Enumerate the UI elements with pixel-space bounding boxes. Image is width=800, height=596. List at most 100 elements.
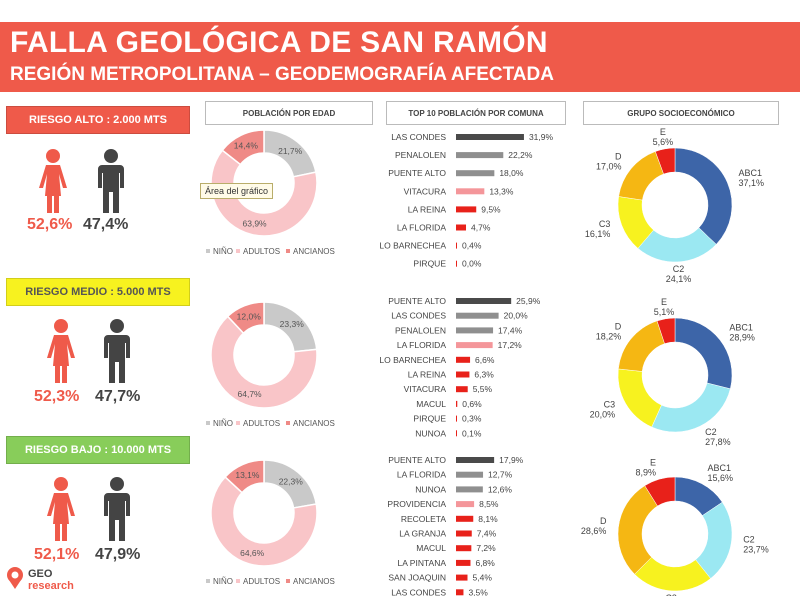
comuna-bar-chart-bajo: PUENTE ALTO 17,9% LA FLORIDA 12,7% NUNOA 12,6… — [387, 455, 523, 596]
bar-category-providencia: PROVIDENCIA — [387, 499, 446, 509]
slice-adultos — [210, 149, 318, 237]
bar-value-nunoa: 0,1% — [462, 428, 482, 438]
legend-label-ancianos: ANCIANOS — [293, 577, 335, 586]
slice-e — [644, 476, 676, 507]
slice-label-c3: 16,1% — [585, 229, 611, 239]
bar-value-lo-barnechea: 0,4% — [462, 241, 482, 251]
section-header-top10: TOP 10 POBLACIÓN POR COMUNA — [386, 101, 566, 125]
male-icon — [104, 477, 130, 541]
geo-research-logo: GEO research — [6, 566, 74, 595]
bar-category-la-reina: LA REINA — [408, 204, 447, 214]
slice-label-nino: 21,7% — [278, 146, 303, 156]
male-icon — [104, 319, 130, 383]
legend-label-adultos: ADULTOS — [243, 577, 280, 586]
bar-lo-barnechea — [456, 242, 457, 249]
slice-name-e: E — [661, 297, 667, 307]
bar-value-las-condes: 31,9% — [529, 132, 554, 142]
bar-penalolen — [456, 152, 504, 159]
slice-name-e: E — [650, 458, 656, 468]
bar-la-reina — [456, 206, 477, 213]
bar-category-puente-alto: PUENTE ALTO — [388, 455, 446, 465]
slice-name-c2: C2 — [743, 534, 755, 544]
bar-value-la-florida: 12,7% — [488, 470, 513, 480]
page-subtitle: REGIÓN METROPOLITANA – GEODEMOGRAFÍA AFE… — [10, 64, 554, 85]
slice-label-abc1: 37,1% — [738, 178, 764, 188]
bar-category-san-joaquin: SAN JOAQUIN — [388, 573, 446, 583]
bar-macul — [456, 400, 458, 407]
slice-c2 — [651, 382, 731, 433]
bar-san-joaquin — [456, 574, 468, 581]
bar-la-pintana — [456, 559, 471, 566]
slice-label-adultos: 64,6% — [240, 548, 265, 558]
bar-providencia — [456, 501, 475, 508]
bar-category-vitacura: VITACURA — [404, 384, 447, 394]
bar-value-vitacura: 5,5% — [473, 384, 493, 394]
bar-la-granja — [456, 530, 472, 537]
bar-las-condes — [456, 589, 464, 596]
slice-label-ancianos: 12,0% — [237, 311, 262, 321]
bar-category-las-condes: LAS CONDES — [391, 132, 446, 142]
bar-value-nunoa: 12,6% — [488, 484, 513, 494]
bar-value-vitacura: 13,3% — [489, 186, 514, 196]
slice-label-c3: 20,0% — [590, 409, 616, 419]
bar-value-las-condes: 3,5% — [468, 587, 488, 596]
bar-value-pirque: 0,0% — [462, 259, 482, 269]
legend-swatch-ancianos — [286, 421, 290, 425]
bar-nunoa — [456, 486, 483, 493]
logo-text-geo: GEO — [28, 568, 53, 580]
bar-value-la-florida: 17,2% — [498, 340, 523, 350]
bar-category-nunoa: NUNOA — [415, 428, 446, 438]
bar-la-florida — [456, 471, 484, 478]
bar-la-florida — [456, 224, 467, 231]
slice-adultos — [210, 315, 318, 409]
chart-area-tooltip: Área del gráfico — [200, 183, 274, 199]
bar-category-lo-barnechea: LO BARNECHEA — [379, 241, 446, 251]
bar-category-penalolen: PENALOLEN — [395, 150, 446, 160]
bar-category-la-granja: LA GRANJA — [399, 529, 446, 539]
bar-lo-barnechea — [456, 356, 471, 363]
legend-label-adultos: ADULTOS — [243, 247, 280, 256]
bar-value-penalolen: 17,4% — [498, 325, 523, 335]
slice-d — [618, 320, 665, 372]
slice-label-ancianos: 14,4% — [234, 141, 259, 151]
legend-swatch-adultos — [236, 421, 240, 425]
map-pin-icon — [7, 567, 23, 589]
section-header-poblacion-edad: POBLACIÓN POR EDAD — [205, 101, 373, 125]
age-donut-chart-medio: 23,3% 64,7% 12,0% NIÑO ADULTOS ANCIANOS — [206, 301, 335, 428]
header-banner: FALLA GEOLÓGICA DE SAN RAMÓN REGIÓN METR… — [0, 22, 800, 92]
bar-value-providencia: 8,5% — [479, 499, 499, 509]
female-icon — [47, 319, 75, 383]
bar-category-nunoa: NUNOA — [415, 484, 446, 494]
bar-value-macul: 0,6% — [462, 399, 482, 409]
slice-abc1 — [674, 147, 733, 245]
bar-la-reina — [456, 371, 470, 378]
bar-value-san-joaquin: 5,4% — [473, 573, 493, 583]
bar-category-pirque: PIRQUE — [413, 259, 446, 269]
age-donut-chart-alto: 21,7% 63,9% 14,4% NIÑO ADULTOS ANCIANOS — [206, 129, 335, 256]
bar-category-las-condes: LAS CONDES — [391, 311, 446, 321]
bar-value-lo-barnechea: 6,6% — [475, 355, 495, 365]
slice-label-d: 17,0% — [596, 161, 622, 171]
slice-label-e: 5,6% — [653, 137, 674, 147]
slice-label-adultos: 64,7% — [238, 389, 263, 399]
slice-name-abc1: ABC1 — [738, 168, 762, 178]
slice-label-abc1: 15,6% — [707, 473, 733, 483]
slice-name-c3: C3 — [665, 593, 677, 596]
slice-ancianos — [224, 459, 265, 494]
legend-swatch-nino — [206, 249, 210, 253]
legend-swatch-adultos — [236, 249, 240, 253]
slice-e — [656, 317, 676, 344]
female-pct: 52,1% — [34, 546, 80, 563]
risk-label-alto: RIESGO ALTO : 2.000 MTS — [6, 106, 190, 134]
bar-value-pirque: 0,3% — [462, 414, 482, 424]
slice-label-nino: 23,3% — [280, 319, 305, 329]
slice-label-c2: 27,8% — [705, 437, 731, 447]
male-pct: 47,7% — [95, 388, 141, 405]
bar-category-lo-barnechea: LO BARNECHEA — [379, 355, 446, 365]
slice-name-d: D — [615, 322, 622, 332]
bar-category-las-condes: LAS CONDES — [391, 587, 446, 596]
bar-category-puente-alto: PUENTE ALTO — [388, 296, 446, 306]
slice-name-d: D — [600, 516, 607, 526]
